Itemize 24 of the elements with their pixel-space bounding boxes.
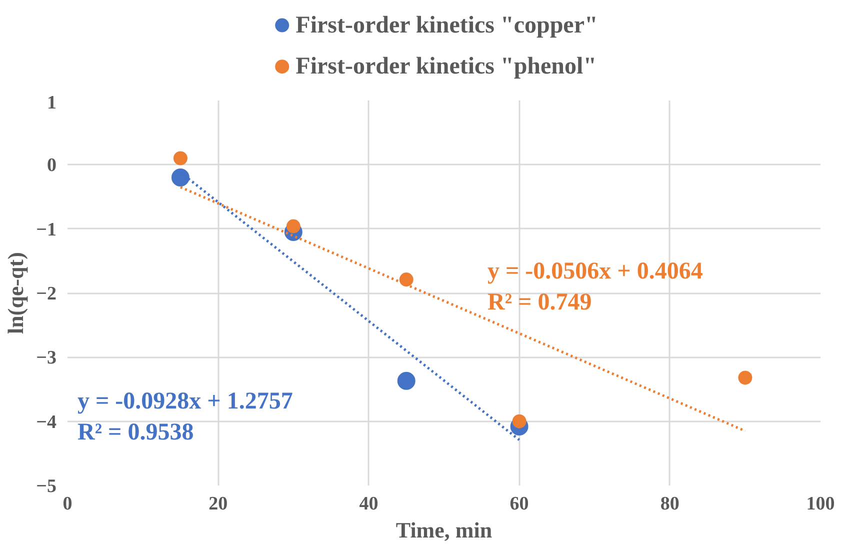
x-tick-label: 100: [806, 494, 835, 514]
y-tick-label: −4: [36, 412, 57, 433]
point: [171, 168, 190, 186]
y-tick-label: −3: [36, 348, 56, 369]
annotation: y = -0.0928x + 1.2757 R² = 0.9538: [78, 388, 293, 446]
point: [397, 372, 416, 390]
x-axis-title: Time, min: [396, 518, 492, 542]
x-tick-label: 60: [510, 494, 529, 514]
x-tick-label: 80: [660, 494, 680, 514]
legend-label: First-order kinetics "phenol": [296, 54, 597, 80]
y-tick-label: −5: [36, 476, 56, 497]
x-tick-label: 40: [359, 494, 378, 514]
point: [399, 272, 414, 287]
y-axis-title: ln(qe-qt): [3, 252, 28, 334]
annotation: y = -0.0506x + 0.4064 R² = 0.749: [488, 258, 703, 316]
y-tick-label: 0: [47, 155, 56, 176]
y-tick-label: −2: [36, 284, 56, 304]
y-tick-label: 1: [47, 92, 56, 114]
x-tick-label: 20: [208, 494, 228, 514]
legend-label: First-order kinetics "copper": [296, 12, 598, 38]
x-tick-label: 0: [62, 494, 72, 514]
point: [738, 370, 752, 385]
y-tick-label: −1: [36, 219, 56, 240]
point: [173, 151, 188, 166]
